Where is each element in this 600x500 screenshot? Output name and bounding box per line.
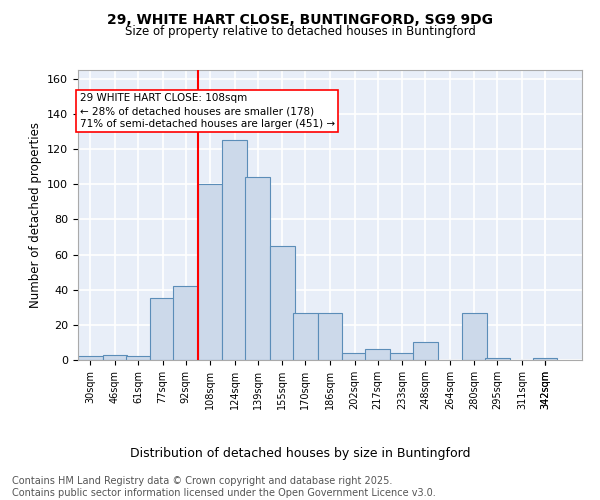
Text: Contains HM Land Registry data © Crown copyright and database right 2025.
Contai: Contains HM Land Registry data © Crown c… bbox=[12, 476, 436, 498]
Bar bbox=[318, 312, 342, 360]
Text: Distribution of detached houses by size in Buntingford: Distribution of detached houses by size … bbox=[130, 448, 470, 460]
Bar bbox=[198, 184, 223, 360]
Bar bbox=[270, 246, 295, 360]
Y-axis label: Number of detached properties: Number of detached properties bbox=[29, 122, 41, 308]
Bar bbox=[103, 354, 127, 360]
Bar bbox=[245, 177, 270, 360]
Bar bbox=[150, 298, 175, 360]
Bar bbox=[173, 286, 198, 360]
Bar bbox=[413, 342, 437, 360]
Bar bbox=[78, 356, 103, 360]
Text: 29, WHITE HART CLOSE, BUNTINGFORD, SG9 9DG: 29, WHITE HART CLOSE, BUNTINGFORD, SG9 9… bbox=[107, 12, 493, 26]
Bar bbox=[223, 140, 247, 360]
Bar bbox=[485, 358, 510, 360]
Bar bbox=[365, 350, 390, 360]
Text: 29 WHITE HART CLOSE: 108sqm
← 28% of detached houses are smaller (178)
71% of se: 29 WHITE HART CLOSE: 108sqm ← 28% of det… bbox=[80, 93, 335, 129]
Text: Size of property relative to detached houses in Buntingford: Size of property relative to detached ho… bbox=[125, 25, 475, 38]
Bar bbox=[462, 312, 487, 360]
Bar bbox=[342, 353, 367, 360]
Bar bbox=[293, 312, 318, 360]
Bar bbox=[390, 353, 415, 360]
Bar bbox=[125, 356, 150, 360]
Bar bbox=[533, 358, 557, 360]
